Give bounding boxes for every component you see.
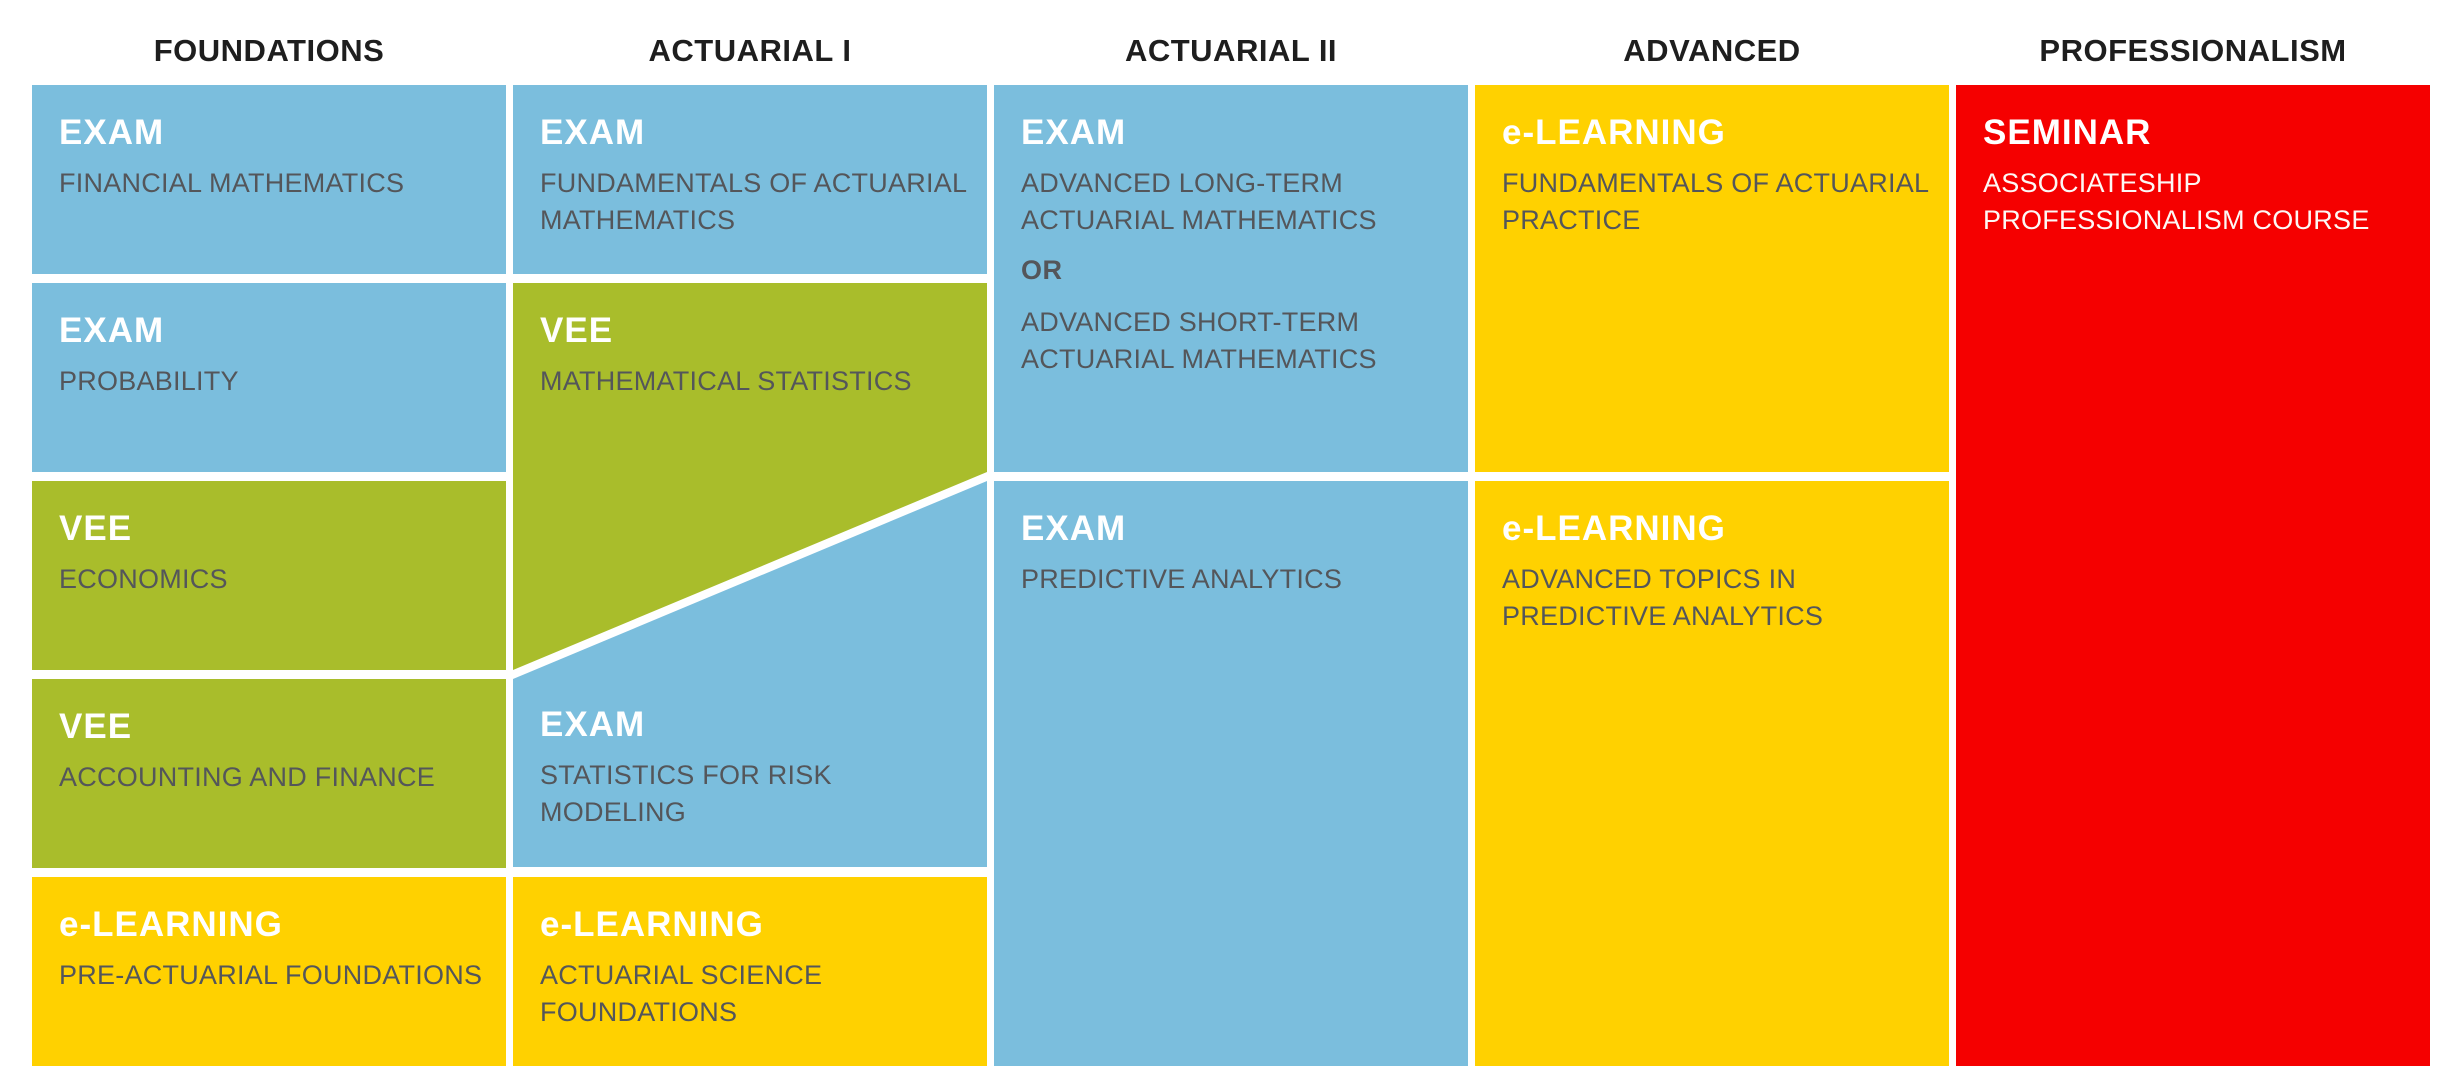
- block-title: FUNDAMENTALS OF ACTUARIAL MATHEMATICS: [540, 168, 968, 235]
- block-title: FUNDAMENTALS OF ACTUARIAL PRACTICE: [1502, 168, 1930, 235]
- block-kind-label: EXAM: [540, 705, 646, 744]
- column-header-actuarial-1: ACTUARIAL I: [648, 33, 852, 68]
- block-title: ACTUARIAL SCIENCE FOUNDATIONS: [540, 960, 823, 1027]
- or-label: OR: [1021, 255, 1063, 285]
- block-vee-accounting-and-finance: VEE ACCOUNTING AND FINANCE: [32, 679, 506, 868]
- block-kind-label: e-LEARNING: [1502, 509, 1726, 548]
- block-exam-probability: EXAM PROBABILITY: [32, 283, 506, 472]
- block-elearning-fundamentals-of-actuarial-practice: e-LEARNING FUNDAMENTALS OF ACTUARIAL PRA…: [1475, 85, 1949, 472]
- block-title: ECONOMICS: [59, 564, 228, 594]
- column-header-advanced: ADVANCED: [1623, 33, 1801, 68]
- block-seminar-associateship-professionalism-course: SEMINAR ASSOCIATESHIP PROFESSIONALISM CO…: [1956, 85, 2430, 1066]
- block-exam-advanced-actuarial-mathematics: EXAM ADVANCED LONG-TERM ACTUARIAL MATHEM…: [994, 85, 1468, 472]
- block-kind-label: EXAM: [59, 311, 165, 350]
- column-header-professionalism: PROFESSIONALISM: [2039, 33, 2347, 68]
- block-kind-label: VEE: [59, 509, 133, 548]
- block-exam-predictive-analytics: EXAM PREDICTIVE ANALYTICS: [994, 481, 1468, 1066]
- block-title: MATHEMATICAL STATISTICS: [540, 366, 912, 396]
- block-title: ADVANCED LONG-TERM ACTUARIAL MATHEMATICS: [1021, 168, 1377, 235]
- block-kind-label: EXAM: [1021, 509, 1127, 548]
- block-kind-label: EXAM: [1021, 113, 1127, 152]
- block-title: FINANCIAL MATHEMATICS: [59, 168, 405, 198]
- block-title: STATISTICS FOR RISK MODELING: [540, 760, 832, 827]
- block-title: PROBABILITY: [59, 366, 239, 396]
- block-kind-label: VEE: [540, 311, 614, 350]
- block-title: ADVANCED TOPICS IN PREDICTIVE ANALYTICS: [1502, 564, 1824, 631]
- column-header-actuarial-2: ACTUARIAL II: [1124, 33, 1338, 68]
- block-title: ASSOCIATESHIP PROFESSIONALISM COURSE: [1983, 168, 2370, 235]
- block-kind-label: EXAM: [540, 113, 646, 152]
- block-kind-label: e-LEARNING: [59, 905, 283, 944]
- block-exam-fundamentals-of-actuarial-mathematics: EXAM FUNDAMENTALS OF ACTUARIAL MATHEMATI…: [513, 85, 987, 274]
- block-title: PRE-ACTUARIAL FOUNDATIONS: [59, 960, 483, 990]
- block-vee-economics: VEE ECONOMICS: [32, 481, 506, 670]
- block-elearning-pre-actuarial-foundations: e-LEARNING PRE-ACTUARIAL FOUNDATIONS: [32, 877, 506, 1066]
- block-title: ACCOUNTING AND FINANCE: [59, 762, 436, 792]
- block-exam-financial-mathematics: EXAM FINANCIAL MATHEMATICS: [32, 85, 506, 274]
- block-kind-label: VEE: [59, 707, 133, 746]
- diagonal-split-region: VEE MATHEMATICAL STATISTICS EXAM STATIST…: [513, 283, 987, 867]
- block-kind-label: e-LEARNING: [1502, 113, 1726, 152]
- block-kind-label: SEMINAR: [1983, 113, 2152, 152]
- block-title: PREDICTIVE ANALYTICS: [1021, 564, 1343, 594]
- block-title-2: ADVANCED SHORT-TERM ACTUARIAL MATHEMATIC…: [1021, 307, 1377, 374]
- column-header-foundations: FOUNDATIONS: [153, 33, 385, 68]
- block-kind-label: EXAM: [59, 113, 165, 152]
- block-elearning-actuarial-science-foundations: e-LEARNING ACTUARIAL SCIENCE FOUNDATIONS: [513, 877, 987, 1066]
- block-elearning-advanced-topics-in-predictive-analytics: e-LEARNING ADVANCED TOPICS IN PREDICTIVE…: [1475, 481, 1949, 1066]
- block-kind-label: e-LEARNING: [540, 905, 764, 944]
